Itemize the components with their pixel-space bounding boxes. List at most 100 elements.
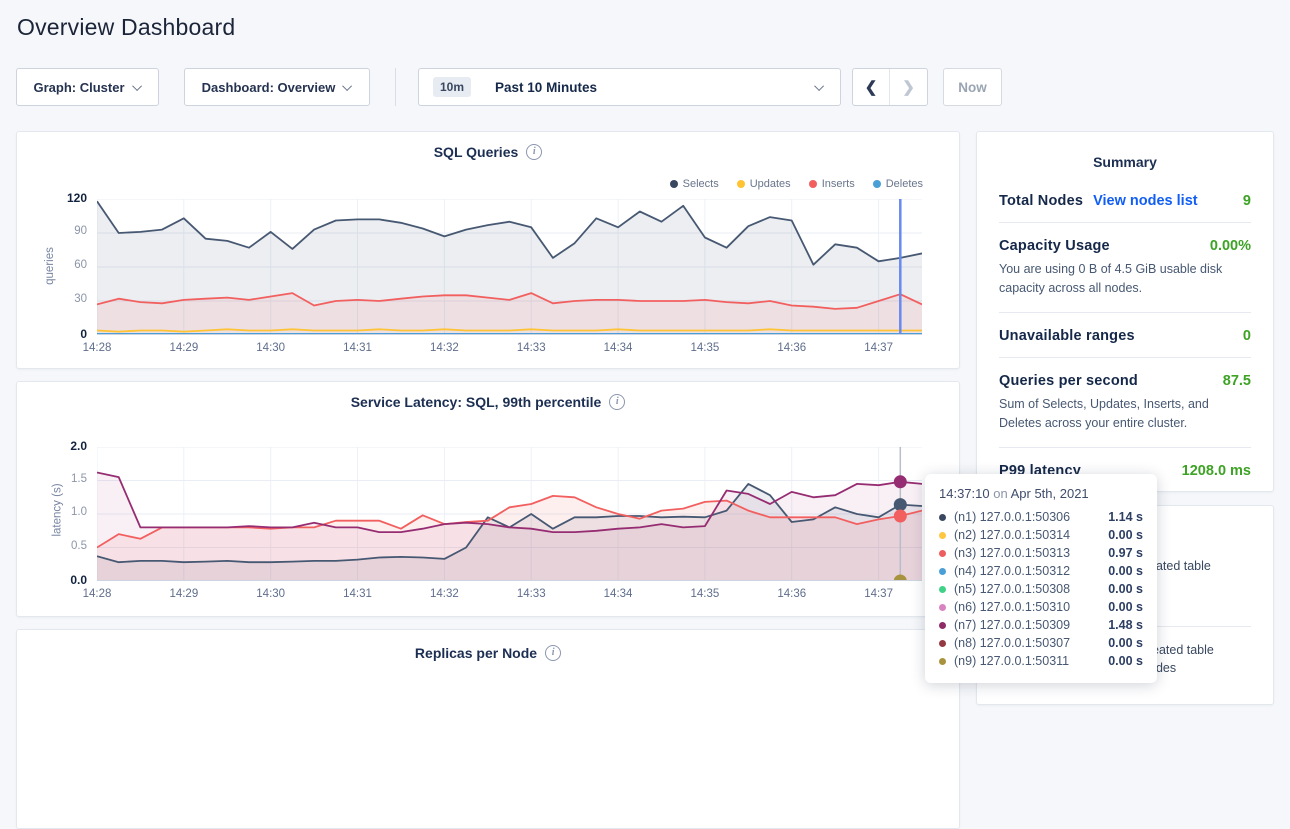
chevron-down-icon (131, 80, 142, 91)
now-button[interactable]: Now (943, 68, 1002, 106)
service-latency-plot[interactable]: 0.0 0.5 1.0 1.5 2.0 14:28 14:29 14:30 14:31 14:32… (70, 439, 922, 600)
sql-queries-plot[interactable]: 0 30 60 90 120 14:28 14:29 14:30 14:31 14:32 14:33… (67, 191, 922, 354)
legend-dot-icon (872, 180, 881, 188)
x-axis-tick: 14:34 (603, 588, 633, 600)
time-range-badge: 10m (433, 77, 472, 97)
node-address: (n7) 127.0.0.1:50309 (954, 618, 1071, 632)
node-latency-value: 1.48 s (1108, 618, 1143, 632)
summary-panel: Summary Total Nodes View nodes list 9 Ca… (976, 131, 1274, 492)
hover-dot (893, 574, 907, 581)
stat-label: Total Nodes (999, 193, 1084, 209)
x-axis-tick: 14:34 (603, 342, 633, 354)
node-color-dot-icon (939, 531, 946, 539)
legend-item-deletes[interactable]: Deletes (872, 178, 923, 190)
stat-value: 87.5 (1222, 372, 1251, 389)
node-address: (n9) 127.0.0.1:50311 (954, 654, 1070, 668)
dashboard-select-dropdown[interactable]: Dashboard: Overview (184, 68, 370, 106)
y-axis-tick: 60 (74, 259, 87, 271)
chart-legend: Selects Updates Inserts Deletes (669, 178, 923, 190)
node-latency-value: 0.00 s (1108, 654, 1143, 668)
legend-dot-icon (808, 180, 817, 188)
stat-queries-per-second: Queries per second 87.5 Sum of Selects, … (999, 358, 1251, 448)
node-address: (n1) 127.0.0.1:50306 (954, 510, 1071, 524)
tooltip-node-row: (n9) 127.0.0.1:50311 0.00 s (939, 652, 1143, 670)
dashboard-dropdown-label: Dashboard: Overview (201, 79, 336, 95)
stat-label: Capacity Usage (999, 238, 1110, 254)
controls-divider (395, 68, 396, 106)
x-axis-tick: 14:35 (690, 342, 720, 354)
x-axis-tick: 14:30 (256, 342, 286, 354)
node-address: (n5) 127.0.0.1:50308 (954, 582, 1071, 596)
tooltip-node-row: (n4) 127.0.0.1:50312 0.00 s (939, 562, 1143, 580)
x-axis-tick: 14:28 (82, 588, 112, 600)
chart-title: SQL Queries (433, 144, 519, 160)
x-axis-tick: 14:36 (777, 342, 807, 354)
stat-value: 0 (1242, 327, 1251, 344)
stat-value: 1208.0 ms (1181, 462, 1251, 479)
y-axis-tick: 120 (66, 191, 87, 205)
legend-item-selects[interactable]: Selects (669, 178, 719, 190)
info-icon[interactable]: i (609, 394, 626, 410)
hover-dot (893, 509, 907, 523)
time-forward-button[interactable]: ❯ (890, 69, 927, 105)
replicas-per-node-chart-card: Replicas per Node i (16, 629, 960, 829)
sql-queries-chart-card: SQL Queries i Selects Updates Inserts Delet… (16, 131, 960, 369)
event-text-fragment: eated table (1149, 559, 1211, 573)
stat-description: Sum of Selects, Updates, Inserts, and De… (999, 396, 1209, 431)
stat-value: 0.00% (1209, 238, 1251, 254)
hover-dot (893, 475, 907, 489)
tooltip-node-row: (n1) 127.0.0.1:50306 1.14 s (939, 508, 1143, 526)
x-axis-tick: 14:31 (343, 342, 372, 354)
x-axis-tick: 14:29 (169, 342, 199, 354)
tooltip-node-row: (n6) 127.0.0.1:50310 0.00 s (939, 598, 1143, 616)
legend-item-updates[interactable]: Updates (736, 178, 791, 190)
page-title: Overview Dashboard (17, 14, 236, 40)
summary-title: Summary (1093, 154, 1157, 170)
chart-plot-svg (97, 199, 922, 335)
time-range-dropdown[interactable]: 10m Past 10 Minutes (418, 68, 841, 106)
y-axis-tick: 1.0 (71, 506, 87, 518)
stat-label: Queries per second (999, 372, 1138, 389)
stat-unavailable-ranges: Unavailable ranges 0 (999, 313, 1251, 358)
tooltip-node-row: (n3) 127.0.0.1:50313 0.97 s (939, 544, 1143, 562)
node-color-dot-icon (939, 657, 946, 665)
y-axis-tick: 30 (74, 293, 87, 305)
y-axis-tick: 0.0 (70, 573, 87, 587)
node-latency-value: 0.00 s (1108, 582, 1143, 596)
stat-capacity-usage: Capacity Usage 0.00% You are using 0 B o… (999, 223, 1251, 313)
legend-item-inserts[interactable]: Inserts (808, 178, 855, 190)
chart-title: Service Latency: SQL, 99th percentile (350, 394, 602, 410)
stat-description: You are using 0 B of 4.5 GiB usable disk… (999, 262, 1223, 296)
node-address: (n2) 127.0.0.1:50314 (954, 528, 1071, 542)
view-nodes-list-link[interactable]: View nodes list (1093, 193, 1198, 209)
hover-dot (893, 498, 907, 512)
x-axis-tick: 14:28 (82, 342, 112, 354)
graph-scope-dropdown[interactable]: Graph: Cluster (16, 68, 159, 106)
time-range-label: Past 10 Minutes (495, 79, 598, 95)
x-axis-tick: 14:30 (256, 588, 286, 600)
node-color-dot-icon (939, 603, 946, 611)
tooltip-timestamp: 14:37:10 on Apr 5th, 2021 (939, 486, 1089, 501)
x-axis-tick: 14:36 (777, 588, 807, 600)
node-color-dot-icon (939, 567, 946, 575)
y-axis-tick: 0 (80, 327, 87, 341)
x-axis-tick: 14:32 (429, 588, 459, 600)
info-icon[interactable]: i (526, 144, 543, 160)
tooltip-node-row: (n8) 127.0.0.1:50307 0.00 s (939, 634, 1143, 652)
info-icon[interactable]: i (545, 645, 562, 661)
event-text-fragment: eated table (1152, 643, 1214, 657)
chart-title: Replicas per Node (414, 645, 538, 661)
node-latency-value: 0.97 s (1108, 546, 1143, 560)
node-address: (n3) 127.0.0.1:50313 (954, 546, 1071, 560)
x-axis-tick: 14:31 (343, 588, 372, 600)
node-address: (n6) 127.0.0.1:50310 (954, 600, 1071, 614)
x-axis-tick: 14:29 (169, 588, 199, 600)
dashboard-controls: Graph: Cluster Dashboard: Overview 10m P… (16, 68, 1002, 106)
stat-total-nodes: Total Nodes View nodes list 9 (999, 178, 1251, 223)
node-color-dot-icon (939, 513, 946, 521)
y-axis-tick: 0.5 (71, 539, 87, 552)
stat-value: 9 (1242, 193, 1251, 209)
y-axis-tick: 90 (74, 225, 87, 237)
time-step-buttons: ❮ ❯ (852, 68, 928, 106)
time-back-button[interactable]: ❮ (853, 69, 890, 105)
